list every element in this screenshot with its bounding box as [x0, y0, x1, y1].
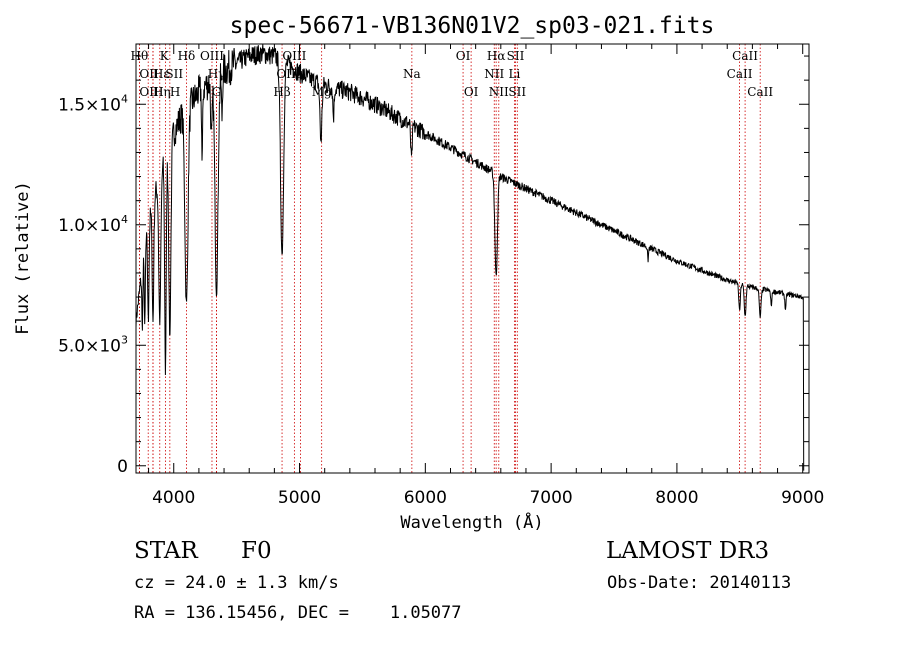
spectral-line-label: G [212, 85, 222, 99]
coordinates-text: RA = 136.15456, DEC = 1.05077 [134, 603, 462, 623]
spectral-line-label: SII [508, 85, 526, 99]
spectral-line-label: K [160, 49, 170, 63]
spectral-line-label: Hβ [273, 85, 290, 99]
y-tick-label: 1.5×104 [58, 92, 128, 115]
object-class: STAR [134, 538, 198, 564]
spectral-line-label: OIII [282, 49, 306, 63]
spectral-line-label: Hγ [208, 67, 226, 81]
redshift-text: cz = 24.0 ± 1.3 km/s [134, 573, 339, 593]
spectral-line-label: CaII [747, 85, 773, 99]
x-tick-label: 5000 [278, 488, 321, 508]
spectral-line-label: OIII [276, 67, 300, 81]
spectral-line-label: NII [484, 67, 504, 81]
chart-title: spec-56671-VB136N01V2_sp03-021.fits [230, 13, 715, 39]
spectral-line-label: OIII [200, 49, 224, 63]
obs-date-text: Obs-Date: 20140113 [607, 573, 792, 593]
x-axis-label: Wavelength (Å) [400, 511, 543, 533]
spectral-line-label: OIII [139, 85, 163, 99]
x-tick-label: 6000 [404, 488, 447, 508]
spectral-line-label: Li [508, 67, 520, 81]
spectral-line-label: OI [464, 85, 479, 99]
spectrum-line [135, 44, 805, 471]
y-axis-ticks: 0 5.0×103 1.0×104 1.5×104 [58, 55, 809, 477]
spectral-line-markers [138, 44, 761, 473]
x-tick-label: 8000 [655, 488, 698, 508]
x-tick-label: 4000 [152, 488, 195, 508]
spectral-line-label: H [170, 85, 180, 99]
spectral-line-label: SII [165, 67, 183, 81]
x-tick-label: 7000 [529, 488, 572, 508]
y-tick-label: 1.0×104 [58, 213, 128, 236]
survey-label: LAMOST DR3 [606, 538, 770, 564]
y-tick-label: 5.0×103 [58, 333, 128, 356]
y-tick-label: 0 [117, 457, 128, 477]
y-axis-label: Flux (relative) [13, 181, 33, 335]
spectral-line-label: Hη [153, 85, 171, 99]
spectral-line-label: CaII [732, 49, 758, 63]
x-axis-ticks: 4000 5000 6000 7000 8000 9000 [148, 44, 824, 508]
spectral-line-label: Na [403, 67, 421, 81]
spectral-line-label: Hδ [178, 49, 196, 63]
spectral-line-label: Hε [153, 67, 170, 81]
spectral-line-label: SII [507, 49, 525, 63]
object-subclass: F0 [241, 538, 272, 564]
spectral-line-label: Hα [487, 49, 506, 63]
plot-frame [135, 43, 810, 474]
spectral-line-label: OII [139, 67, 159, 81]
spectral-line-label: OI [456, 49, 471, 63]
x-tick-label: 9000 [781, 488, 824, 508]
spectral-line-label: NII [489, 85, 509, 99]
spectral-line-label: CaII [727, 67, 753, 81]
